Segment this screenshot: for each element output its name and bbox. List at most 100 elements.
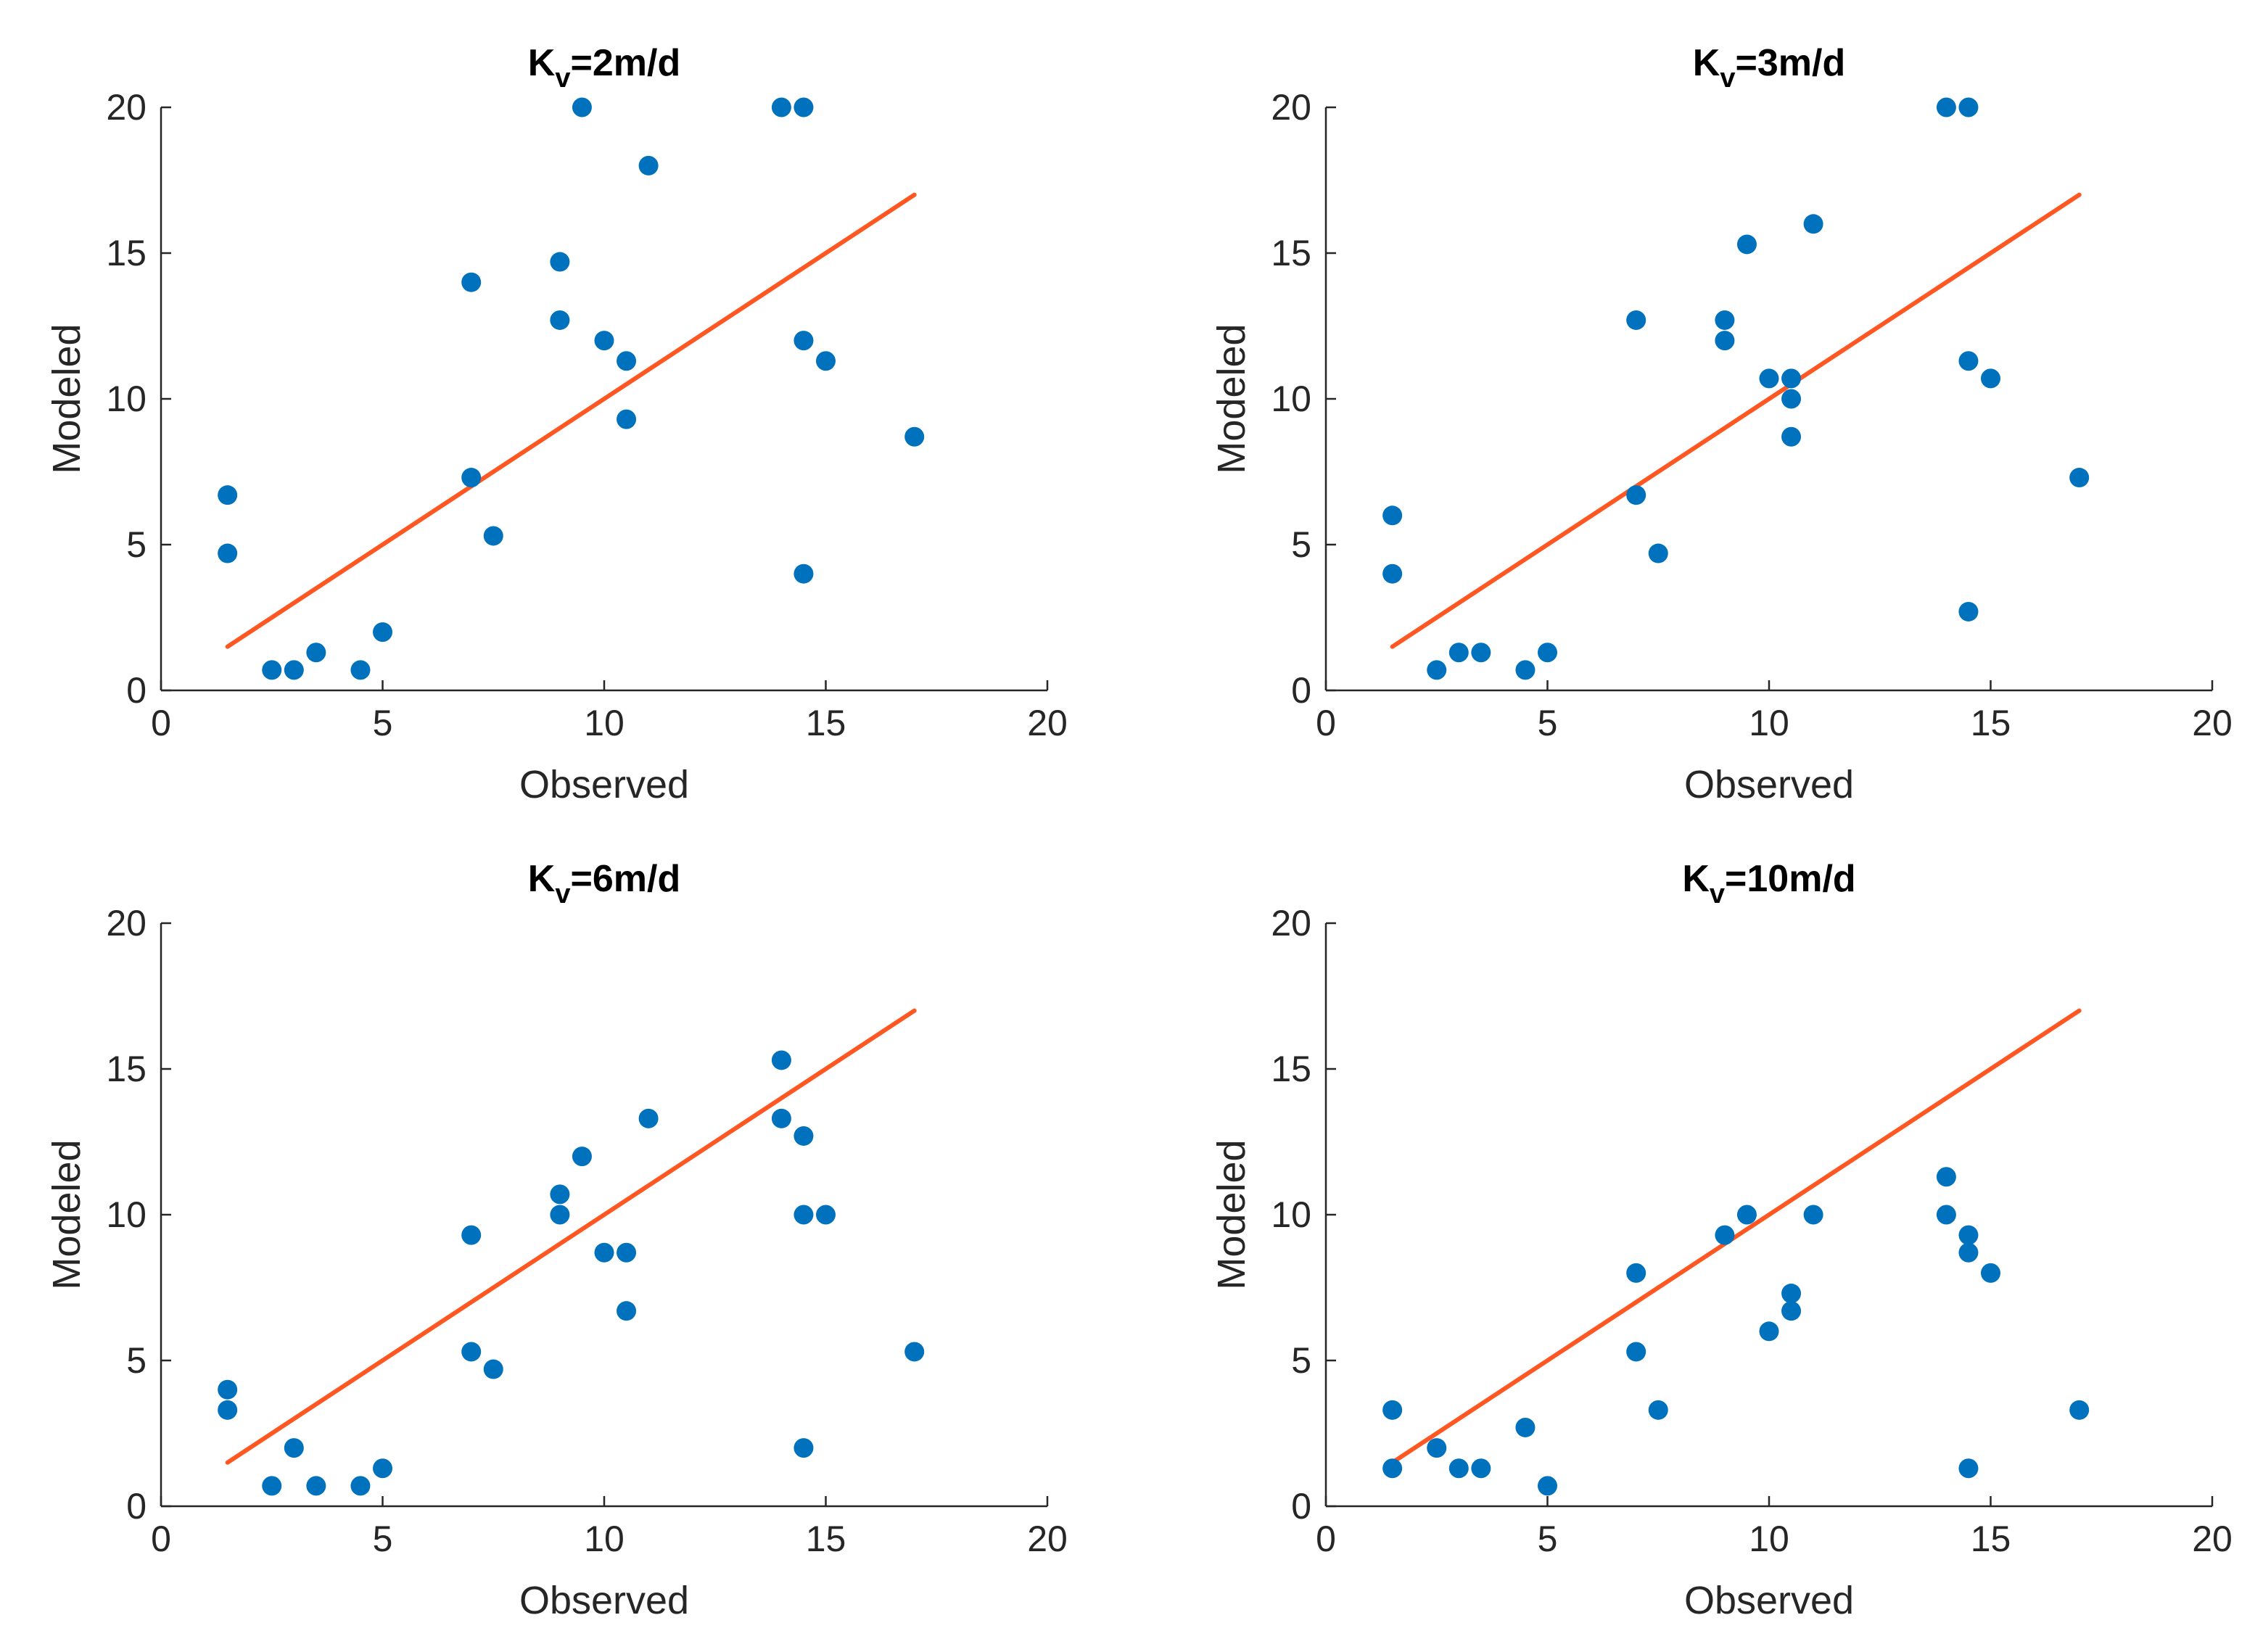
data-point: [461, 272, 482, 292]
data-point: [1981, 368, 2000, 389]
data-point: [461, 1342, 482, 1362]
data-point: [794, 97, 814, 117]
y-axis-label: Modeled: [1210, 1139, 1253, 1289]
data-point: [1781, 1284, 1802, 1304]
data-point: [1382, 563, 1403, 584]
data-point: [594, 331, 614, 351]
x-tick-label: 20: [1027, 703, 1068, 743]
data-point: [1936, 97, 1956, 117]
data-point: [1626, 485, 1646, 505]
x-tick-label: 15: [806, 1519, 846, 1559]
y-tick-label: 0: [126, 1486, 147, 1527]
x-tick-label: 10: [584, 703, 625, 743]
y-tick-label: 20: [1271, 903, 1311, 943]
data-point: [1448, 643, 1469, 663]
data-point: [1803, 1205, 1823, 1225]
data-point: [1803, 214, 1823, 234]
data-point: [1781, 1301, 1802, 1321]
chart-title: Kv=2m/d: [528, 42, 680, 94]
data-point: [1626, 1342, 1646, 1362]
data-point: [1382, 1458, 1403, 1479]
y-tick-label: 15: [1271, 1049, 1311, 1089]
data-point: [461, 1225, 482, 1245]
data-point: [1648, 543, 1668, 563]
data-point: [1958, 1242, 1979, 1263]
fit-line: [1390, 192, 2082, 649]
data-point: [617, 1242, 637, 1263]
x-tick-label: 5: [373, 1519, 393, 1559]
data-point: [816, 351, 836, 371]
fit-line: [225, 192, 917, 649]
x-axis-label: Observed: [519, 763, 689, 806]
x-tick-label: 0: [151, 1519, 171, 1559]
y-axis-label: Modeled: [1210, 323, 1253, 474]
data-point: [771, 1050, 791, 1070]
fit-line: [1390, 1008, 2082, 1465]
data-point: [1382, 1400, 1403, 1420]
data-point: [1538, 643, 1557, 663]
data-point: [617, 1301, 637, 1321]
scatter-panel-1: 0 5 10 15 20 0 5 10 15 20 Observed Modeled Kv=2m/d: [45, 42, 1068, 806]
data-point: [771, 97, 791, 117]
x-tick-label: 20: [1027, 1519, 1068, 1559]
data-point: [1538, 1476, 1557, 1496]
data-point: [550, 1205, 570, 1225]
data-point: [1448, 1458, 1469, 1479]
y-tick-label: 10: [106, 379, 147, 419]
x-tick-label: 5: [373, 703, 393, 743]
data-point: [373, 622, 392, 643]
data-point: [461, 468, 482, 488]
y-tick-label: 5: [126, 1340, 147, 1381]
y-tick-label: 0: [1291, 1486, 1311, 1527]
data-point: [1736, 234, 1757, 255]
data-point: [1736, 1205, 1757, 1225]
fit-line: [225, 1008, 917, 1465]
data-point: [617, 351, 637, 371]
data-point: [218, 1400, 238, 1420]
data-point: [572, 1147, 592, 1167]
scatter-panel-3: 0 5 10 15 20 0 5 10 15 20 Observed Modeled Kv=6m/d: [45, 858, 1068, 1622]
data-point: [1427, 1438, 1447, 1458]
data-point: [550, 252, 570, 272]
data-point: [1382, 505, 1403, 526]
data-point: [904, 426, 925, 447]
data-point: [1626, 1263, 1646, 1283]
data-point: [550, 310, 570, 330]
y-tick-label: 5: [1291, 1340, 1311, 1381]
data-point: [1781, 426, 1802, 447]
x-tick-label: 5: [1538, 703, 1558, 743]
data-point: [794, 1438, 814, 1458]
x-axis-label: Observed: [1684, 1579, 1854, 1622]
data-point: [794, 1126, 814, 1146]
data-point: [771, 1108, 791, 1128]
data-point: [483, 1359, 503, 1379]
data-point: [1781, 368, 1802, 389]
y-tick-label: 15: [1271, 233, 1311, 273]
x-tick-label: 15: [806, 703, 846, 743]
data-point: [1471, 643, 1491, 663]
x-tick-label: 10: [1749, 1519, 1789, 1559]
data-point: [1958, 351, 1979, 371]
data-point: [594, 1242, 614, 1263]
x-tick-label: 15: [1971, 703, 2011, 743]
y-tick-label: 15: [106, 233, 147, 273]
x-tick-label: 15: [1971, 1519, 2011, 1559]
x-tick-label: 0: [151, 703, 171, 743]
data-point: [350, 1476, 371, 1496]
data-point: [794, 1205, 814, 1225]
data-point: [1958, 1458, 1979, 1479]
data-point: [617, 409, 637, 429]
data-point: [1958, 1225, 1979, 1245]
x-axis-label: Observed: [1684, 763, 1854, 806]
x-tick-label: 0: [1316, 1519, 1336, 1559]
y-tick-label: 10: [1271, 379, 1311, 419]
x-tick-label: 0: [1316, 703, 1336, 743]
chart-title: Kv=6m/d: [528, 858, 680, 909]
data-point: [306, 1476, 326, 1496]
data-point: [904, 1342, 925, 1362]
data-point: [218, 1379, 238, 1400]
data-point: [794, 563, 814, 584]
data-point: [1715, 310, 1735, 330]
data-point: [483, 526, 503, 546]
